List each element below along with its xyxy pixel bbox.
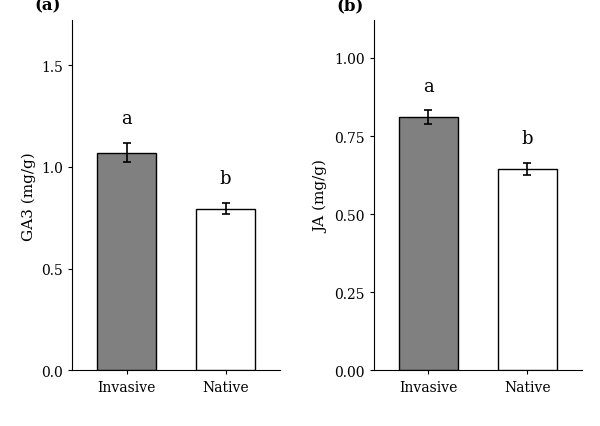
- Text: (a): (a): [35, 0, 61, 14]
- Text: b: b: [220, 170, 232, 188]
- Y-axis label: GA3 (mg/g): GA3 (mg/g): [21, 152, 35, 240]
- Text: a: a: [423, 78, 434, 95]
- Bar: [398, 118, 458, 371]
- Y-axis label: JA (mg/g): JA (mg/g): [314, 160, 329, 232]
- Bar: [498, 170, 557, 371]
- Text: a: a: [121, 110, 132, 128]
- Text: b: b: [522, 130, 533, 147]
- Bar: [97, 153, 156, 371]
- Text: (b): (b): [337, 0, 364, 14]
- Bar: [196, 209, 256, 371]
